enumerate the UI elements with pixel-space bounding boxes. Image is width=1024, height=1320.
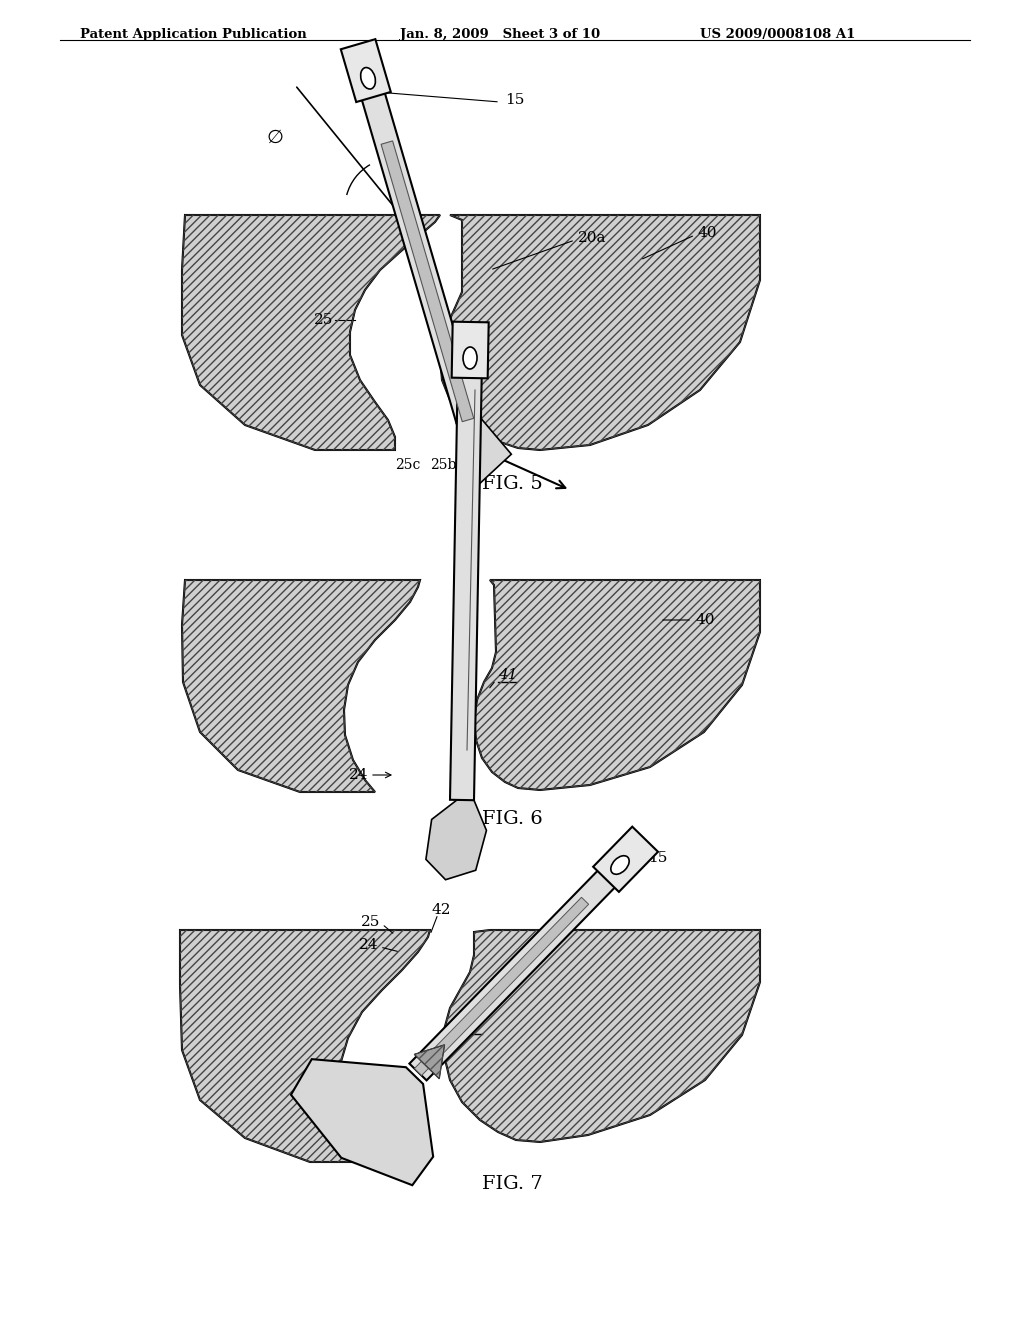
Polygon shape [381, 141, 474, 421]
Ellipse shape [463, 347, 477, 370]
Text: FIG. 6: FIG. 6 [481, 810, 543, 828]
Text: 20a: 20a [578, 231, 606, 246]
Text: 25c: 25c [394, 458, 420, 473]
Text: 41: 41 [460, 1018, 480, 1032]
Polygon shape [291, 1059, 433, 1185]
Text: 25: 25 [360, 915, 380, 929]
Polygon shape [474, 579, 760, 789]
Polygon shape [426, 800, 486, 879]
Text: 42: 42 [432, 903, 452, 917]
Text: 15: 15 [648, 851, 668, 865]
Polygon shape [444, 931, 760, 1142]
Text: 24: 24 [348, 768, 368, 781]
Text: 15: 15 [505, 92, 524, 107]
Text: 25b: 25b [430, 458, 457, 473]
Text: 40: 40 [695, 612, 715, 627]
Polygon shape [180, 931, 430, 1162]
Polygon shape [452, 322, 488, 379]
Text: US 2009/0008108 A1: US 2009/0008108 A1 [700, 28, 855, 41]
Polygon shape [410, 857, 629, 1080]
Polygon shape [457, 417, 511, 484]
Polygon shape [341, 40, 391, 102]
Ellipse shape [360, 67, 376, 88]
Polygon shape [450, 360, 482, 800]
Polygon shape [358, 82, 479, 424]
Text: $\emptyset$: $\emptyset$ [266, 129, 284, 147]
Polygon shape [182, 579, 420, 792]
Polygon shape [182, 215, 440, 450]
Polygon shape [415, 1045, 444, 1078]
Text: 41: 41 [498, 668, 517, 682]
Polygon shape [415, 898, 589, 1076]
Text: 25: 25 [313, 313, 333, 327]
Ellipse shape [611, 855, 629, 874]
Text: Patent Application Publication: Patent Application Publication [80, 28, 307, 41]
Polygon shape [593, 826, 658, 892]
Text: FIG. 7: FIG. 7 [481, 1175, 543, 1193]
Text: 24: 24 [358, 939, 378, 952]
Text: Jan. 8, 2009   Sheet 3 of 10: Jan. 8, 2009 Sheet 3 of 10 [400, 28, 600, 41]
Text: FIG. 5: FIG. 5 [481, 475, 543, 492]
Polygon shape [440, 215, 760, 450]
Text: 40: 40 [698, 226, 718, 240]
